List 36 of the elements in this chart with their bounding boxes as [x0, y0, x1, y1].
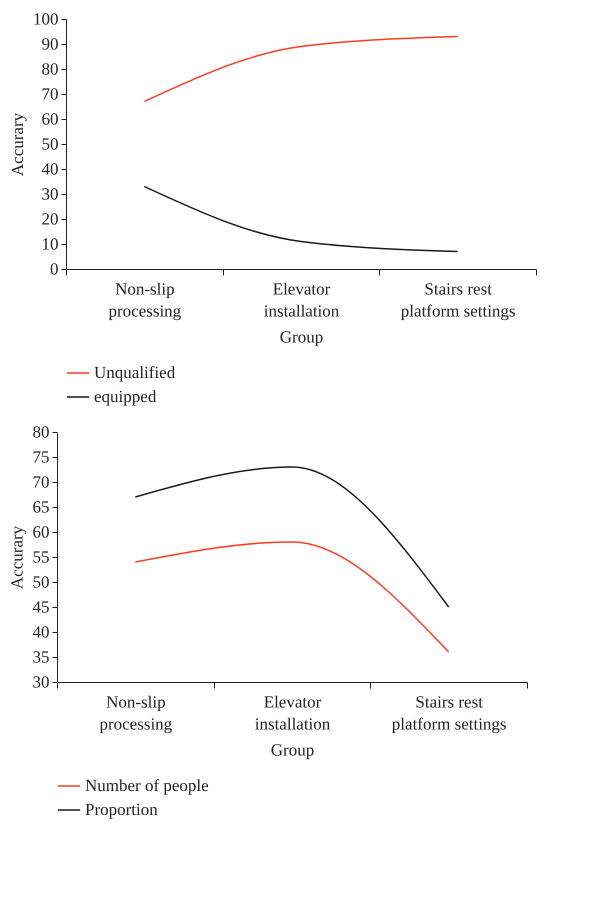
y-tick-label: 50 — [42, 134, 58, 154]
y-tick-label: 35 — [32, 648, 50, 666]
y-tick-label: 100 — [33, 10, 58, 28]
y-tick-label: 65 — [32, 498, 50, 516]
y-tick-label: 75 — [32, 448, 50, 466]
y-tick-label: 30 — [32, 672, 50, 692]
y-tick-label: 45 — [32, 598, 50, 616]
x-tick-label: Stairs rest platform settings — [400, 280, 516, 320]
y-tick-label: 60 — [42, 110, 58, 128]
legend-label: equipped — [94, 387, 157, 406]
legend-label: Proportion — [85, 800, 158, 819]
x-tick-label: Non-slip processing — [108, 280, 182, 320]
y-tick-label: 50 — [32, 572, 50, 592]
y-tick-label: 40 — [32, 622, 50, 642]
y-tick-label: 0 — [50, 260, 58, 278]
y-tick-label: 70 — [42, 84, 58, 104]
y-tick-label: 90 — [42, 34, 58, 54]
y-tick-label: 55 — [32, 548, 50, 566]
y-tick-label: 80 — [42, 60, 58, 78]
y-tick-label: 30 — [42, 184, 58, 204]
x-tick-label: Non-slip processing — [99, 692, 173, 734]
y-tick-label: 80 — [32, 422, 50, 442]
y-tick-label: 10 — [42, 234, 58, 254]
y-tick-label: 60 — [32, 522, 50, 542]
x-tick-label: Stairs rest platform settings — [392, 692, 507, 734]
x-tick-label: Elevator installation — [264, 280, 340, 320]
y-tick-label: 40 — [42, 160, 58, 178]
x-tick-label: Elevator installation — [254, 692, 331, 734]
y-tick-label: 20 — [42, 210, 58, 228]
y-tick-label: 70 — [32, 472, 50, 492]
legend-label: Number of people — [85, 776, 209, 795]
legend-label: Unqualified — [94, 363, 176, 382]
x-axis-title: Group — [280, 328, 324, 346]
y-axis-title: Accurary — [8, 525, 26, 590]
y-axis-title: Accurary — [8, 112, 27, 176]
x-axis-title: Group — [270, 740, 314, 760]
